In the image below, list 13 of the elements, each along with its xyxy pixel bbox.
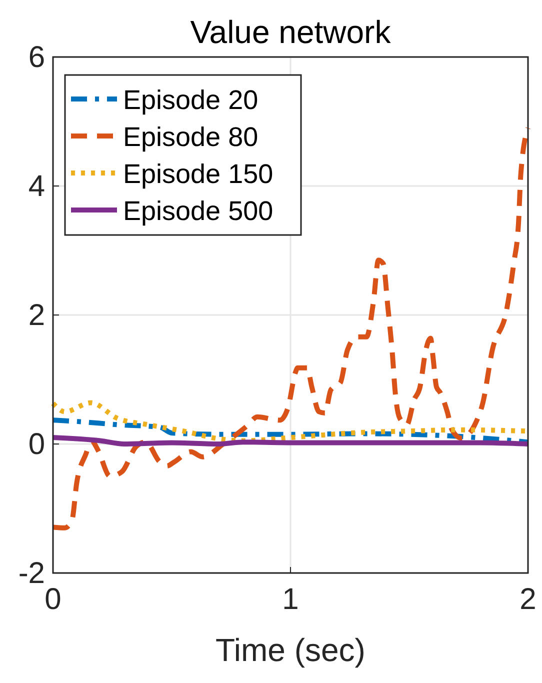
legend-label: Episode 80: [123, 122, 258, 152]
y-tick-label: 6: [28, 41, 45, 74]
x-tick-label: 1: [282, 583, 299, 616]
y-tick-label: 0: [28, 428, 45, 461]
y-tick-label: 2: [28, 299, 45, 332]
legend-label: Episode 500: [123, 196, 274, 226]
legend-label: Episode 150: [123, 159, 274, 189]
chart-title: Value network: [190, 14, 392, 50]
legend-label: Episode 20: [123, 85, 258, 115]
x-axis-title: Time (sec): [216, 632, 366, 668]
y-tick-label: 4: [28, 170, 45, 203]
x-tick-label: 2: [520, 583, 536, 616]
y-tick-label: -2: [18, 557, 45, 590]
